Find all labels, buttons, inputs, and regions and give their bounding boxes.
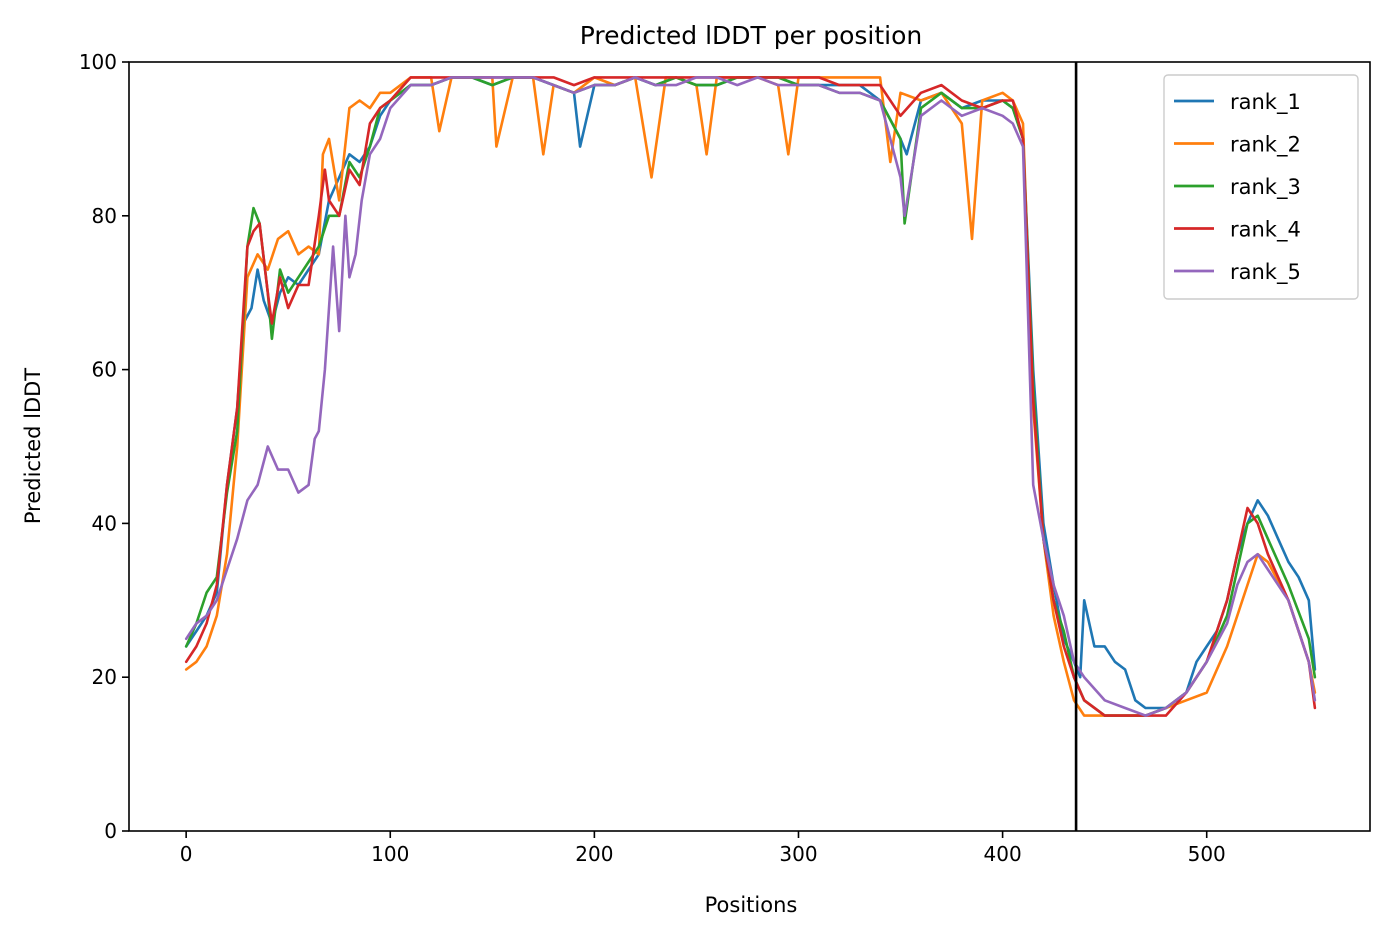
series-layer [184,76,1317,717]
x-tick-label: 300 [779,842,817,866]
y-tick-label: 80 [92,204,117,228]
x-tick-label: 400 [984,842,1022,866]
y-tick-label: 40 [92,511,117,535]
series-line-rank-5 [184,76,1317,717]
legend-entry-label: rank_3 [1230,175,1301,200]
legend-entry-label: rank_4 [1230,218,1301,243]
y-axis-ticks: 0 20 40 60 80 100 [79,50,129,843]
y-axis-label: Predicted lDDT [21,368,45,524]
y-tick-label: 60 [92,358,117,382]
x-axis-label: Positions [705,893,798,917]
x-axis-ticks: 0 100 200 300 400 500 [180,831,1226,866]
x-tick-label: 500 [1188,842,1226,866]
y-tick-label: 0 [104,819,117,843]
plot-area-frame [128,61,1371,832]
y-tick-label: 100 [79,50,117,74]
legend: rank_1 rank_2 rank_3 rank_4 rank_5 [1163,74,1359,300]
x-tick-label: 200 [575,842,613,866]
legend-box [1163,74,1359,300]
x-tick-label: 100 [371,842,409,866]
legend-entry-label: rank_1 [1230,90,1301,115]
legend-entry-label: rank_2 [1230,133,1301,158]
series-line-rank-4 [184,76,1317,717]
series-line-rank-3 [184,76,1317,717]
x-tick-label: 0 [180,842,193,866]
legend-entry-label: rank_5 [1230,260,1301,285]
chart-title: Predicted lDDT per position [580,21,922,50]
y-tick-label: 20 [92,665,117,689]
